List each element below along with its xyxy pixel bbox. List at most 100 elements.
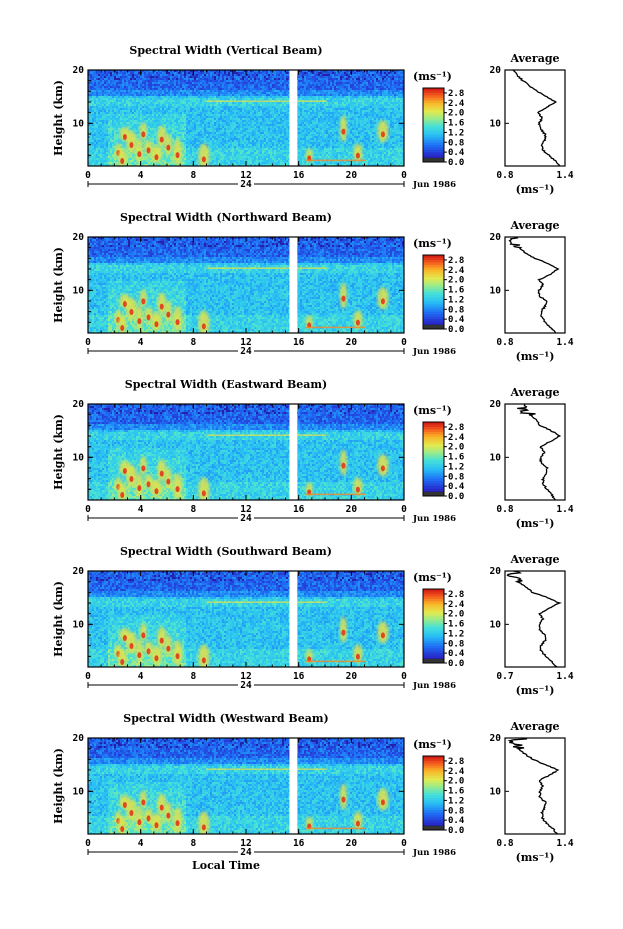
colorbar-tick-label: 2.8: [448, 89, 464, 99]
colorbar-tick-label: 0.8: [448, 472, 464, 482]
average-title: Average: [509, 386, 559, 399]
x-tick-label: 16: [293, 504, 305, 515]
average-x-label: (ms⁻¹): [516, 350, 555, 363]
colorbar-tick-label: 2.0: [448, 276, 464, 286]
x-tick-label: 12: [240, 170, 251, 181]
average-x-label: (ms⁻¹): [516, 851, 555, 864]
average-profile: Average 0.8 1.4 10 20 (ms⁻¹): [490, 386, 574, 530]
colorbar-tick-label: 1.2: [448, 128, 464, 138]
average-x-tick-label: 0.8: [496, 170, 513, 181]
average-y-tick-label: 20: [490, 65, 502, 76]
colorbar-tick-label: 1.6: [448, 620, 464, 630]
x-tick-label: 12: [240, 337, 251, 348]
x-tick-label: 0: [401, 671, 407, 682]
y-axis-label: Height (km): [52, 748, 65, 824]
colorbar: 2.82.42.01.61.20.80.40.0: [422, 588, 465, 669]
x-tick-label: 8: [190, 337, 196, 348]
y-axis-label: Height (km): [52, 581, 65, 657]
x-tick-label: 20: [346, 504, 358, 515]
data-gap: [289, 236, 298, 334]
x-tick-label: 8: [190, 170, 196, 181]
average-title: Average: [509, 720, 559, 733]
x-tick-label: 20: [346, 671, 358, 682]
average-profile: Average 0.8 1.4 10 20 (ms⁻¹): [490, 52, 574, 196]
heatmap: [88, 571, 404, 667]
panel-title: Spectral Width (Eastward Beam): [125, 378, 327, 391]
panel-title: Spectral Width (Northward Beam): [120, 211, 332, 224]
date-label: Jun 1986: [412, 180, 456, 190]
average-y-tick-label: 20: [490, 232, 502, 243]
colorbar-tick-label: 0.8: [448, 305, 464, 315]
day-tick-label: 24: [240, 346, 252, 357]
colorbar-unit: (ms⁻¹): [413, 237, 452, 250]
y-axis-label: Height (km): [52, 80, 65, 156]
average-x-label: (ms⁻¹): [516, 517, 555, 530]
y-tick-label: 20: [73, 733, 85, 744]
x-tick-label: 0: [85, 838, 91, 849]
average-y-tick-label: 20: [490, 399, 502, 410]
x-tick-label: 0: [401, 504, 407, 515]
y-tick-label: 20: [73, 65, 85, 76]
colorbar-tick-label: 2.4: [448, 266, 465, 276]
x-tick-label: 0: [85, 504, 91, 515]
x-tick-label: 20: [346, 838, 358, 849]
x-tick-label: 4: [138, 170, 144, 181]
colorbar-tick-label: 2.8: [448, 757, 464, 767]
x-tick-label: 0: [85, 671, 91, 682]
colorbar-tick-label: 2.4: [448, 433, 465, 443]
x-tick-label: 12: [240, 671, 251, 682]
panel-title: Spectral Width (Westward Beam): [123, 712, 328, 725]
colorbar-tick-label: 0.8: [448, 806, 464, 816]
chart-panel-2: Spectral Width (Northward Beam) 0 4 8 12 16 20…: [52, 211, 574, 363]
x-tick-label: 8: [190, 838, 196, 849]
average-profile-line: [508, 236, 560, 334]
average-y-tick-label: 20: [490, 733, 502, 744]
colorbar-tick-label: 1.2: [448, 462, 464, 472]
x-tick-label: 0: [401, 838, 407, 849]
data-gap: [289, 570, 298, 668]
y-tick-label: 20: [73, 232, 85, 243]
x-tick-label: 16: [293, 838, 305, 849]
x-tick-label: 0: [401, 337, 407, 348]
colorbar-tick-label: 2.4: [448, 99, 465, 109]
x-tick-label: 20: [346, 170, 358, 181]
colorbar-unit: (ms⁻¹): [413, 738, 452, 751]
average-y-tick-label: 10: [490, 118, 502, 129]
colorbar-unit: (ms⁻¹): [413, 404, 452, 417]
y-tick-label: 10: [73, 452, 85, 463]
colorbar: 2.82.42.01.61.20.80.40.0: [422, 254, 465, 335]
date-label: Jun 1986: [412, 347, 456, 357]
chart-panel-5: Spectral Width (Westward Beam) 0 4 8 12 16 20 0…: [52, 712, 574, 872]
colorbar-unit: (ms⁻¹): [413, 70, 452, 83]
colorbar-tick-label: 0.0: [448, 158, 464, 168]
colorbar-tick-label: 0.0: [448, 826, 464, 836]
average-x-label: (ms⁻¹): [516, 684, 555, 697]
x-tick-label: 20: [346, 337, 358, 348]
y-axis-label: Height (km): [52, 414, 65, 490]
x-axis-label: Local Time: [192, 859, 260, 872]
y-tick-label: 20: [73, 399, 85, 410]
colorbar-tick-label: 0.4: [448, 148, 465, 158]
average-y-tick-label: 10: [490, 285, 502, 296]
heatmap: [88, 237, 404, 333]
colorbar-tick-label: 0.4: [448, 482, 465, 492]
colorbar-tick-label: 2.8: [448, 423, 464, 433]
average-profile: Average 0.8 1.4 10 20 (ms⁻¹): [490, 219, 574, 363]
x-tick-label: 0: [401, 170, 407, 181]
x-tick-label: 16: [293, 337, 305, 348]
average-x-tick-label: 0.8: [496, 504, 513, 515]
x-tick-label: 12: [240, 838, 251, 849]
average-title: Average: [509, 553, 559, 566]
x-tick-label: 4: [138, 838, 144, 849]
day-tick-label: 24: [240, 847, 252, 858]
colorbar-tick-label: 1.6: [448, 787, 464, 797]
chart-panel-4: Spectral Width (Southward Beam) 0 4 8 12 16 20…: [52, 545, 574, 697]
y-tick-label: 10: [73, 786, 85, 797]
day-tick-label: 24: [240, 179, 252, 190]
x-tick-label: 8: [190, 671, 196, 682]
average-x-tick-label: 1.4: [556, 170, 573, 181]
chart-panel-3: Spectral Width (Eastward Beam) 0 4 8 12 16 20 0…: [52, 378, 574, 530]
colorbar-tick-label: 0.0: [448, 492, 464, 502]
colorbar-tick-label: 2.0: [448, 443, 464, 453]
